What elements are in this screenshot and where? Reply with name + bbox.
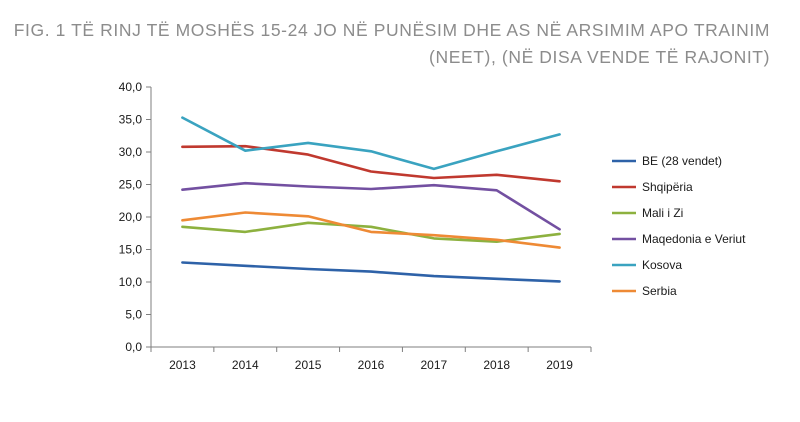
x-tick-label: 2018 [483,358,510,372]
y-tick-label: 20,0 [119,210,143,224]
y-tick-label: 0,0 [125,340,142,354]
series-line-serbia [181,211,561,249]
legend-label-maqedonia-e-veriut: Maqedonia e Veriut [642,232,746,246]
x-tick-label: 2013 [169,358,196,372]
y-tick-label: 15,0 [119,243,143,257]
chart-title-line-1: FIG. 1 TË RINJ TË MOSHËS 15-24 JO NË PUN… [13,20,770,40]
series-line-kosova [181,116,561,171]
chart-legend: BE (28 vendet) Shqipëria Mali i Zi Maqedoni… [612,154,746,298]
legend-label-be-28-vendet: BE (28 vendet) [642,154,722,168]
series-line-maqedonia-e-veriut [181,181,561,231]
x-tick-label: 2017 [421,358,448,372]
chart-axes: 0,0 5,0 10,0 15,0 20,0 25,0 30,0 35,0 40,0 2013 20… [119,80,592,372]
chart-title-line-2: (NEET), (NË DISA VENDE TË RAJONIT) [429,47,770,67]
legend-label-mali-i-zi: Mali i Zi [642,206,683,220]
x-tick-label: 2015 [295,358,322,372]
y-tick-label: 10,0 [119,275,143,289]
series-line-mali-i-zi [181,221,561,243]
y-tick-label: 35,0 [119,113,143,127]
y-tick-label: 5,0 [125,308,142,322]
legend-label-shqip-ria: Shqipëria [642,180,693,194]
y-tick-label: 30,0 [119,145,143,159]
x-tick-label: 2019 [546,358,573,372]
chart-series [181,116,561,283]
legend-label-serbia: Serbia [642,284,677,298]
series-line-shqip-ria [181,144,561,183]
x-tick-label: 2014 [232,358,259,372]
y-tick-label: 25,0 [119,178,143,192]
y-tick-label: 40,0 [119,80,143,94]
legend-label-kosova: Kosova [642,258,682,272]
x-tick-label: 2016 [358,358,385,372]
series-line-be-28-vendet [181,261,561,283]
